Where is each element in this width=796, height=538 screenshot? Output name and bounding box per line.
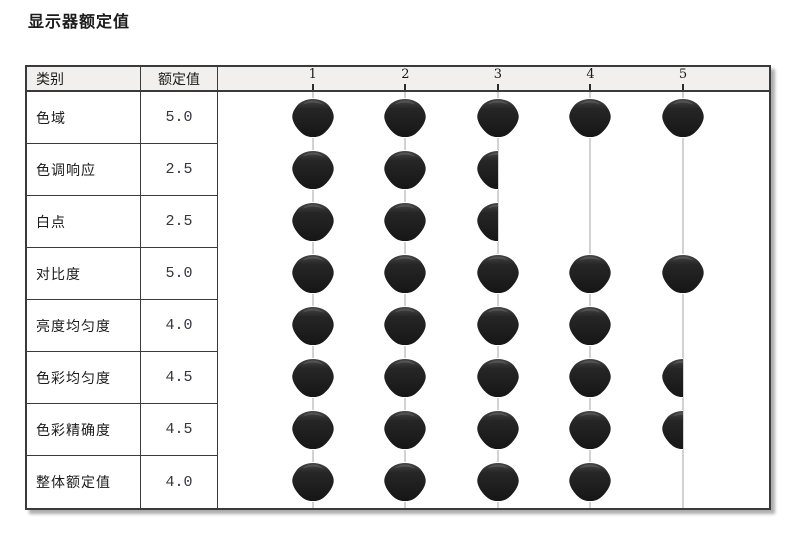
guide-line-3 [496,92,499,508]
rating-marker-icon [290,410,336,450]
guide-line-4 [589,92,592,508]
table-row-category: 白点 [27,196,140,248]
rating-marker-icon [382,254,428,294]
rating-marker-icon [382,202,428,242]
guide-line-5 [682,92,685,508]
scale-label-2: 2 [401,67,410,82]
header-rating-value: 额定值 [141,67,218,90]
table-row-category: 色彩精确度 [27,404,140,456]
table-row-category: 色调响应 [27,144,140,196]
scale-label-1: 1 [308,67,317,82]
rating-marker-icon [567,306,613,346]
category-label: 整体额定值 [36,474,111,490]
rating-marker-icon [475,306,521,346]
rating-marker-icon [567,98,613,138]
table-row-rating: 2.5 [141,196,217,248]
rating-marker-icon [475,98,521,138]
rating-marker-icon [290,202,336,242]
rating-marker-icon [660,254,706,294]
rating-value-label: 2.5 [165,161,193,178]
table-row-rating: 4.0 [141,300,217,352]
rating-value-label: 4.5 [165,421,193,438]
rating-value-column: 5.0 2.5 2.5 5.0 4.0 4.5 4.5 4.0 [141,92,218,508]
rating-marker-icon [475,254,521,294]
rating-marker-icon [567,410,613,450]
table-row-category: 整体额定值 [27,456,140,508]
rating-table: 类别 额定值 1 2 3 4 5 色域色调响应白点对比度亮度均匀度色彩均匀度色彩精确度整… [25,65,771,510]
table-row-rating: 2.5 [141,144,217,196]
table-row-rating: 5.0 [141,92,217,144]
table-header-row: 类别 额定值 1 2 3 4 5 [27,67,769,92]
category-label: 亮度均匀度 [36,317,111,334]
rating-marker-icon [475,358,521,398]
scale-tick [404,84,407,90]
rating-marker-icon [382,98,428,138]
table-row-rating: 4.0 [141,456,217,508]
category-label: 色域 [36,109,66,126]
rating-marker-icon [290,306,336,346]
category-column: 色域色调响应白点对比度亮度均匀度色彩均匀度色彩精确度整体额定值 [27,92,141,508]
rating-marker-icon [660,98,706,138]
rating-value-label: 4.5 [165,369,193,386]
scale-label-3: 3 [493,67,503,82]
scale-tick [311,84,314,90]
table-row-category: 色域 [27,92,140,144]
rating-marker-icon [475,462,521,502]
table-body: 色域色调响应白点对比度亮度均匀度色彩均匀度色彩精确度整体额定值 5.0 2.5 2.… [27,92,769,508]
rating-marker-icon [290,150,336,190]
scale-tick [589,84,592,90]
rating-marker-icon [290,254,336,294]
rating-marker-icon [382,410,428,450]
rating-half-marker-icon [660,358,706,398]
category-label: 色彩均匀度 [36,369,111,386]
category-label: 色彩精确度 [36,421,111,438]
rating-marker-icon [382,462,428,502]
rating-marker-icon [382,150,428,190]
header-scale: 1 2 3 4 5 [218,67,769,90]
scale-tick [496,84,499,90]
rating-half-marker-icon [475,202,521,242]
table-row-rating: 4.5 [141,404,217,456]
rating-value-label: 5.0 [165,265,193,282]
guide-line-2 [404,92,407,508]
table-row-category: 色彩均匀度 [27,352,140,404]
rating-chart-area [218,92,769,508]
rating-value-label: 4.0 [165,473,193,491]
table-row-rating: 4.5 [141,352,217,404]
rating-marker-icon [290,462,336,502]
guide-line-1 [311,92,314,508]
rating-half-marker-icon [475,150,521,190]
rating-value-label: 2.5 [165,213,193,230]
rating-marker-icon [382,306,428,346]
category-label: 对比度 [36,265,81,282]
rating-marker-icon [290,358,336,398]
rating-marker-icon [290,98,336,138]
table-row-rating: 5.0 [141,248,217,300]
rating-marker-icon [567,358,613,398]
scale-label-4: 4 [586,67,595,82]
rating-value-label: 5.0 [165,109,193,126]
rating-marker-icon [382,358,428,398]
category-label: 白点 [36,213,66,230]
rating-half-marker-icon [660,410,706,450]
rating-marker-icon [475,410,521,450]
table-row-category: 对比度 [27,248,140,300]
category-label: 色调响应 [36,161,96,178]
scale-label-5: 5 [678,67,688,82]
rating-marker-icon [567,254,613,294]
header-category: 类别 [27,67,141,90]
table-row-category: 亮度均匀度 [27,300,140,352]
rating-marker-icon [567,462,613,502]
scale-tick [682,84,685,90]
rating-value-label: 4.0 [165,317,193,334]
page-title: 显示器额定值 [28,14,131,31]
